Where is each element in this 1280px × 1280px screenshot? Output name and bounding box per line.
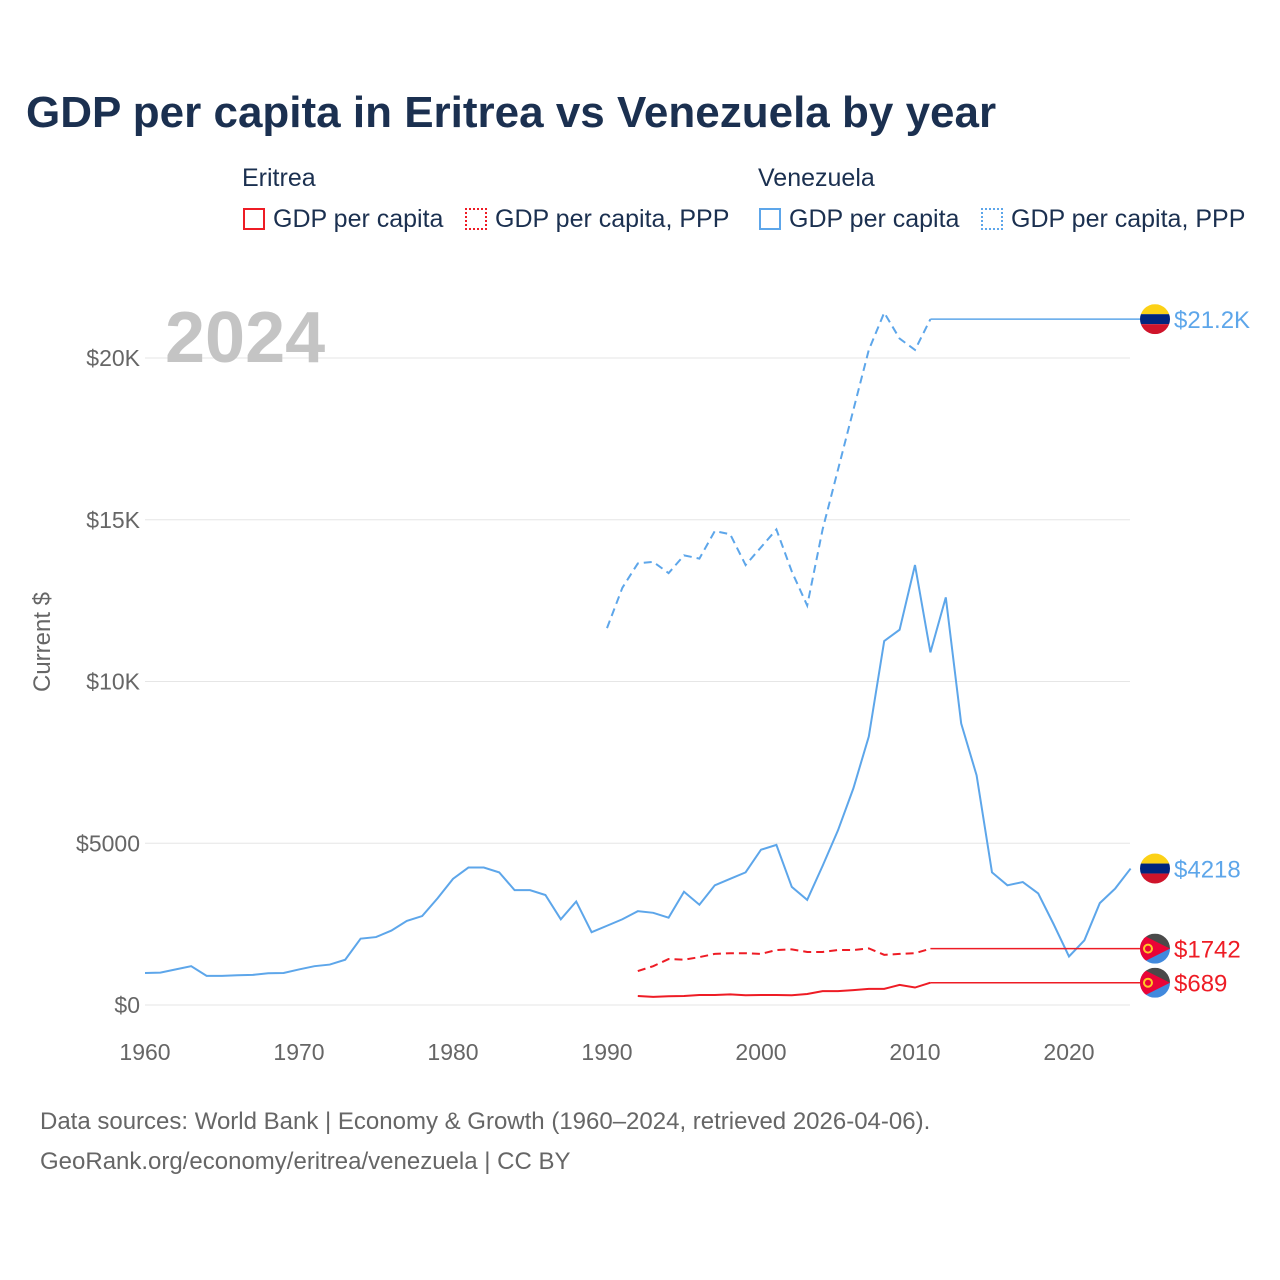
legend-swatch-venezuela-gdp[interactable] <box>759 208 781 230</box>
x-tick-label: 2020 <box>1043 1039 1094 1065</box>
y-axis-label: Current $ <box>29 592 56 692</box>
legend-swatch-venezuela-ppp[interactable] <box>981 208 1003 230</box>
legend-label-eritrea-gdp[interactable]: GDP per capita <box>273 205 444 233</box>
venezuela-flag-icon <box>1140 304 1170 335</box>
legend-group-eritrea: Eritrea <box>242 164 316 192</box>
legend-label-venezuela-ppp[interactable]: GDP per capita, PPP <box>1011 205 1246 233</box>
y-tick-label: $20K <box>86 345 140 371</box>
venezuela-flag-icon <box>1140 853 1170 884</box>
x-tick-label: 2000 <box>735 1039 786 1065</box>
eritrea-flag-icon <box>1140 933 1170 964</box>
legend-label-venezuela-gdp[interactable]: GDP per capita <box>789 205 960 233</box>
y-tick-label: $0 <box>114 992 140 1018</box>
source-line-1: Data sources: World Bank | Economy & Gro… <box>40 1108 931 1135</box>
x-tick-label: 1970 <box>273 1039 324 1065</box>
year-watermark: 2024 <box>165 298 325 378</box>
end-value-label: $1742 <box>1174 937 1241 964</box>
eritrea-ppp-line <box>637 947 931 972</box>
x-tick-label: 2010 <box>889 1039 940 1065</box>
eritrea-flag-icon <box>1140 967 1170 998</box>
x-tick-label: 1960 <box>119 1039 170 1065</box>
x-tick-label: 1990 <box>581 1039 632 1065</box>
legend-swatch-eritrea-ppp[interactable] <box>465 208 487 230</box>
end-value-label: $689 <box>1174 971 1227 998</box>
legend-swatch-eritrea-gdp[interactable] <box>243 208 265 230</box>
venezuela-ppp-line <box>606 310 932 629</box>
y-tick-label: $15K <box>86 507 140 533</box>
chart-title: GDP per capita in Eritrea vs Venezuela b… <box>26 88 997 137</box>
end-value-label: $21.2K <box>1174 307 1250 334</box>
legend-group-venezuela: Venezuela <box>758 164 875 192</box>
venezuela-gdp-line <box>144 564 1132 977</box>
end-value-label: $4218 <box>1174 857 1241 884</box>
y-tick-label: $10K <box>86 669 140 695</box>
x-tick-label: 1980 <box>427 1039 478 1065</box>
y-tick-label: $5000 <box>76 830 140 856</box>
source-line-2[interactable]: GeoRank.org/economy/eritrea/venezuela | … <box>40 1148 571 1175</box>
eritrea-gdp-line <box>637 981 931 998</box>
legend-label-eritrea-ppp[interactable]: GDP per capita, PPP <box>495 205 730 233</box>
